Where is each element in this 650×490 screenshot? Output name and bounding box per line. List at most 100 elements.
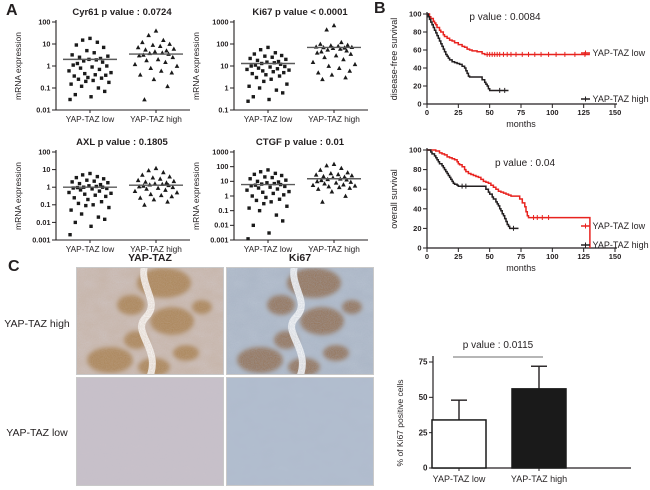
ihc-row-label-yaptaz-low: YAP-TAZ low [6,427,68,439]
data-point-triangle [331,161,337,166]
data-point-square [268,185,272,189]
data-point-triangle [132,188,138,194]
data-point-triangle [153,165,159,171]
data-point-square [98,182,103,187]
y-tick-label: 100 [409,9,422,18]
data-point-square [275,187,280,191]
data-point-triangle [315,70,321,75]
data-point-square [272,181,276,186]
data-point-square [276,180,281,184]
data-point-triangle [142,202,147,207]
data-point-triangle [319,49,324,54]
ihc-image-yaptaz-low-yaptaz-stain [76,377,224,486]
data-point-square [75,61,80,66]
data-point-square [100,60,105,64]
y-tick-label: 0.01 [36,105,50,114]
data-point-square [105,64,109,68]
survival-curve [427,149,591,248]
data-point-square [106,181,110,185]
y-axis-label: overall survival [389,169,399,229]
data-point-square [96,215,101,219]
x-tick-label: 125 [577,108,590,117]
data-point-square [67,190,71,195]
data-point-square [276,59,281,64]
data-point-square [267,231,271,235]
data-point-square [91,78,95,83]
data-point-square [255,58,260,63]
survival-curve [427,149,519,230]
x-tick-label: 50 [485,108,493,117]
data-point-triangle [326,63,332,68]
y-tick-label: 60 [413,45,421,54]
panel-c-label: C [8,258,20,275]
y-tick-label: 10 [42,39,50,48]
data-point-square [79,212,84,216]
data-point-square [285,204,289,208]
data-point-triangle [167,174,172,179]
x-tick-label: 0 [425,108,429,117]
data-point-square [109,191,113,196]
x-category-label: YAP-TAZ high [511,474,567,484]
y-tick-label: 1000 [212,17,228,26]
data-point-square [269,77,273,81]
tissue-speckle [76,377,224,486]
data-point-triangle [318,167,323,172]
chart-title: Ki67 p value < 0.0001 [252,7,348,18]
data-point-square [284,178,288,182]
data-point-square [249,184,253,188]
y-tick-label: 20 [413,224,421,233]
y-tick-label: 0.1 [218,105,228,114]
data-point-square [73,220,77,225]
ihc-column-header-ki67: Ki67 [288,252,312,264]
data-point-square [258,170,263,174]
data-point-square [96,86,101,90]
data-point-square [262,79,266,84]
data-point-square [248,177,252,181]
p-value-label: p value : 0.0084 [469,12,541,23]
y-axis-label: disease-free survival [389,18,399,101]
data-point-triangle [319,177,324,183]
image-border [76,377,224,486]
data-point-square [267,97,271,102]
y-tick-label: 0.1 [40,83,50,92]
data-point-square [263,54,267,58]
data-point-triangle [163,187,168,192]
data-point-square [262,201,266,206]
data-point-square [271,70,275,74]
data-point-square [279,53,284,58]
data-point-square [246,99,250,103]
data-point-square [282,70,286,75]
data-point-square [74,175,79,180]
tissue-speckle [226,267,374,375]
y-axis-label: mRNA expression [13,162,23,230]
image-border [76,267,224,375]
data-point-triangle [165,83,170,89]
x-category-label: YAP-TAZ high [130,244,182,254]
data-point-triangle [315,186,321,191]
data-point-square [67,69,71,73]
data-point-square [84,203,88,208]
data-point-square [264,195,268,200]
data-point-square [245,188,249,192]
y-tick-label: 40 [413,63,421,72]
data-point-triangle [344,48,349,53]
data-point-square [247,84,251,88]
data-point-square [271,191,275,196]
chart-title: AXL p value : 0.1805 [76,137,168,148]
data-point-triangle [158,68,164,73]
data-point-triangle [336,65,342,71]
x-tick-label: 75 [517,252,525,261]
data-point-square [106,54,110,58]
data-point-square [101,45,106,50]
data-point-triangle [144,186,149,191]
x-category-label: YAP-TAZ high [130,114,182,124]
data-point-triangle [157,176,163,181]
data-point-triangle [140,172,145,177]
chart-title: CTGF p value : 0.01 [256,137,345,148]
ihc-column-header-yaptaz: YAP-TAZ [128,252,172,264]
y-axis-label: mRNA expression [13,32,23,100]
overall-survival-chart: overall survival 0 20 40 60 80 100 0 25 50 75 100 12… [389,145,649,273]
data-point-triangle [343,75,348,80]
data-point-square [283,64,287,69]
